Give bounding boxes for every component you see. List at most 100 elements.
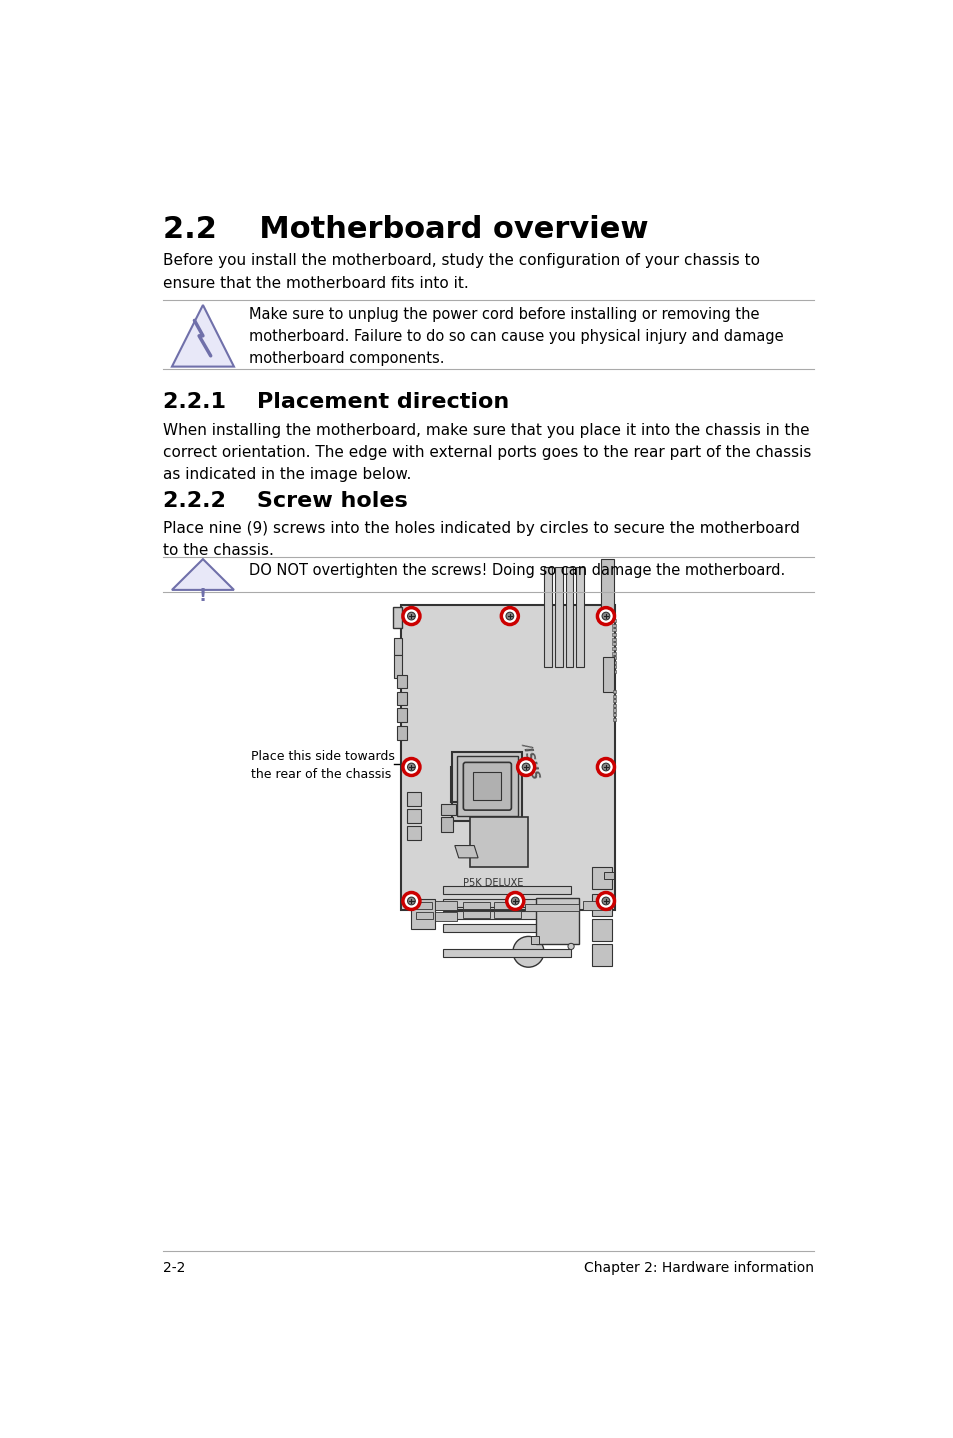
Text: !: ! [198,587,207,605]
FancyBboxPatch shape [604,871,613,880]
FancyBboxPatch shape [612,718,616,720]
FancyBboxPatch shape [530,936,537,945]
Circle shape [601,764,609,771]
FancyBboxPatch shape [536,897,578,945]
FancyBboxPatch shape [397,692,406,706]
FancyBboxPatch shape [443,899,571,907]
Polygon shape [455,846,477,858]
FancyBboxPatch shape [612,651,616,654]
Circle shape [402,893,419,909]
Circle shape [597,758,614,775]
Text: When installing the motherboard, make sure that you place it into the chassis in: When installing the motherboard, make su… [163,423,811,482]
FancyBboxPatch shape [406,810,420,823]
FancyBboxPatch shape [443,912,571,919]
FancyBboxPatch shape [612,670,616,673]
FancyBboxPatch shape [592,919,612,940]
FancyBboxPatch shape [612,637,616,641]
FancyBboxPatch shape [473,772,500,800]
FancyBboxPatch shape [411,899,435,929]
Circle shape [402,608,419,624]
FancyBboxPatch shape [397,709,406,722]
FancyBboxPatch shape [565,567,573,667]
Text: Place nine (9) screws into the holes indicated by circles to secure the motherbo: Place nine (9) screws into the holes ind… [163,521,800,558]
Text: 2-2: 2-2 [163,1261,186,1274]
FancyBboxPatch shape [612,633,616,636]
FancyBboxPatch shape [612,666,616,669]
FancyBboxPatch shape [443,949,571,958]
Circle shape [521,764,530,771]
Circle shape [511,897,518,905]
FancyBboxPatch shape [435,912,456,920]
Circle shape [402,758,419,775]
FancyBboxPatch shape [397,674,406,689]
Circle shape [407,613,415,620]
Polygon shape [172,559,233,590]
Text: /ISUS: /ISUS [520,739,543,779]
FancyBboxPatch shape [612,690,616,693]
FancyBboxPatch shape [452,752,521,821]
FancyBboxPatch shape [592,945,612,966]
FancyBboxPatch shape [443,925,571,932]
FancyBboxPatch shape [612,624,616,627]
FancyBboxPatch shape [612,660,616,664]
FancyBboxPatch shape [397,726,406,741]
FancyBboxPatch shape [470,817,528,867]
Text: Before you install the motherboard, study the configuration of your chassis to
e: Before you install the motherboard, stud… [163,253,760,290]
FancyBboxPatch shape [440,804,456,815]
FancyBboxPatch shape [600,559,613,621]
FancyBboxPatch shape [592,867,612,889]
FancyBboxPatch shape [555,567,562,667]
Circle shape [601,897,609,905]
Circle shape [597,608,614,624]
FancyBboxPatch shape [612,647,616,650]
Text: Chapter 2: Hardware information: Chapter 2: Hardware information [584,1261,814,1274]
Text: 2.2.1    Placement direction: 2.2.1 Placement direction [163,393,509,413]
Circle shape [505,613,513,620]
FancyBboxPatch shape [462,912,489,917]
FancyBboxPatch shape [612,643,616,646]
Text: Place this side towards
the rear of the chassis: Place this side towards the rear of the … [251,751,395,781]
FancyBboxPatch shape [576,567,583,667]
FancyBboxPatch shape [612,628,616,631]
FancyBboxPatch shape [493,912,520,917]
FancyBboxPatch shape [612,695,616,697]
FancyBboxPatch shape [493,902,520,909]
Circle shape [517,758,534,775]
FancyBboxPatch shape [416,912,433,919]
FancyBboxPatch shape [582,902,609,910]
FancyBboxPatch shape [463,762,511,810]
FancyBboxPatch shape [612,699,616,702]
Text: 2.2.2    Screw holes: 2.2.2 Screw holes [163,490,408,510]
FancyBboxPatch shape [435,902,456,910]
FancyBboxPatch shape [440,817,453,833]
Text: DO NOT overtighten the screws! Doing so can damage the motherboard.: DO NOT overtighten the screws! Doing so … [249,562,785,578]
FancyBboxPatch shape [612,713,616,716]
FancyBboxPatch shape [456,756,517,817]
Circle shape [500,608,517,624]
FancyBboxPatch shape [612,703,616,707]
Circle shape [407,764,415,771]
Circle shape [513,936,543,968]
Circle shape [597,893,614,909]
FancyBboxPatch shape [393,607,402,628]
FancyBboxPatch shape [612,620,616,623]
Text: Make sure to unplug the power cord before installing or removing the
motherboard: Make sure to unplug the power cord befor… [249,306,783,365]
Circle shape [567,943,574,949]
FancyBboxPatch shape [592,894,612,916]
Polygon shape [172,305,233,367]
FancyBboxPatch shape [524,905,578,912]
FancyBboxPatch shape [415,902,431,909]
Circle shape [407,897,415,905]
FancyBboxPatch shape [612,709,616,712]
FancyBboxPatch shape [394,638,402,656]
FancyBboxPatch shape [443,886,571,894]
FancyBboxPatch shape [406,792,420,807]
Circle shape [506,893,523,909]
Circle shape [601,613,609,620]
FancyBboxPatch shape [400,605,615,910]
FancyBboxPatch shape [406,827,420,840]
FancyBboxPatch shape [602,657,613,692]
FancyBboxPatch shape [612,656,616,659]
FancyBboxPatch shape [543,567,551,667]
Text: P5K DELUXE: P5K DELUXE [463,877,523,887]
